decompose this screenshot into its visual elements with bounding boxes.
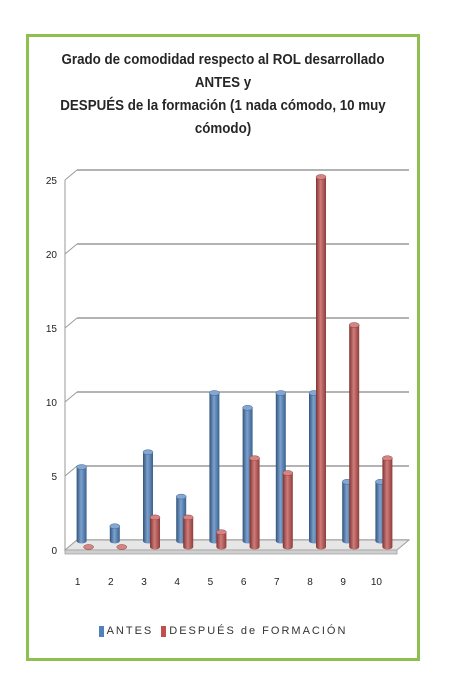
y-tick-label: 0 bbox=[51, 546, 57, 557]
chart-title-line-2: DESPUÉS de la formación (1 nada cómodo, … bbox=[60, 98, 386, 137]
gridline-depth bbox=[64, 391, 78, 403]
x-tick-label: 3 bbox=[141, 577, 147, 588]
bar-antes-7-top bbox=[275, 390, 287, 396]
legend-label: ANTES bbox=[106, 625, 154, 637]
chart-floor-edge bbox=[64, 549, 398, 555]
bar-despues-6-top bbox=[249, 455, 260, 461]
chart-frame: Grado de comodidad respecto al ROL desar… bbox=[26, 34, 420, 661]
bar-antes-2-top bbox=[109, 523, 121, 529]
bar-despues-5 bbox=[216, 532, 227, 550]
x-tick-label: 4 bbox=[174, 577, 180, 588]
chart-title-line-1: Grado de comodidad respecto al ROL desar… bbox=[61, 52, 385, 91]
x-tick-label: 5 bbox=[208, 577, 214, 588]
x-tick-label: 2 bbox=[108, 577, 114, 588]
gridline-depth bbox=[64, 169, 78, 181]
bar-despues-8 bbox=[316, 177, 326, 550]
bar-despues-2-top bbox=[116, 544, 128, 550]
bar-despues-10 bbox=[382, 458, 393, 550]
bar-antes-6-top bbox=[242, 405, 253, 411]
bar-antes-1-top bbox=[76, 464, 87, 470]
bar-despues-9 bbox=[349, 325, 360, 550]
legend-item: ANTES bbox=[98, 625, 154, 637]
bar-antes-1 bbox=[76, 467, 87, 544]
gridline-depth bbox=[64, 243, 78, 255]
bar-antes-3-top bbox=[142, 449, 154, 455]
y-tick-label: 15 bbox=[46, 324, 58, 335]
x-tick-label: 10 bbox=[371, 577, 383, 588]
x-tick-label: 9 bbox=[340, 577, 346, 588]
y-tick-label: 5 bbox=[51, 472, 57, 483]
bar-despues-5-top bbox=[216, 529, 227, 535]
bar-despues-1-top bbox=[83, 544, 94, 550]
bar-antes-5-top bbox=[209, 390, 220, 396]
bar-chart: 0 5 10 15 20 25 1 2 3 4 5 6 7 8 9 10 bbox=[46, 169, 411, 588]
bar-despues-10-top bbox=[382, 455, 393, 461]
x-tick-label: 7 bbox=[274, 577, 280, 588]
bar-despues-6 bbox=[249, 458, 260, 550]
x-tick-label: 8 bbox=[307, 577, 313, 588]
bar-despues-4-top bbox=[182, 514, 194, 521]
bar-despues-7 bbox=[282, 473, 293, 550]
bar-despues-3 bbox=[150, 517, 160, 550]
y-tick-label: 25 bbox=[46, 176, 58, 187]
bar-despues-9-top bbox=[348, 322, 360, 328]
legend-swatch bbox=[98, 625, 104, 637]
bar-antes-4-top bbox=[175, 493, 187, 500]
y-tick-label: 10 bbox=[46, 398, 58, 409]
x-tick-label: 6 bbox=[241, 577, 247, 588]
y-tick-label: 20 bbox=[46, 250, 58, 261]
gridline-depth bbox=[64, 465, 78, 477]
bar-antes-5 bbox=[209, 393, 220, 544]
legend-label: DESPUÉS de FORMACIÓN bbox=[169, 625, 348, 637]
chart-legend: ANTES DESPUÉS de FORMACIÓN bbox=[29, 625, 417, 640]
chart-title: Grado de comodidad respecto al ROL desar… bbox=[45, 49, 402, 141]
bar-antes-2 bbox=[109, 526, 120, 544]
bar-despues-4 bbox=[183, 517, 194, 550]
legend-swatch bbox=[161, 625, 167, 637]
x-tick-label: 1 bbox=[75, 577, 81, 588]
bar-despues-7-top bbox=[282, 470, 294, 476]
bar-despues-3-top bbox=[149, 514, 161, 521]
bar-despues-8-top bbox=[315, 174, 327, 180]
legend-item: DESPUÉS de FORMACIÓN bbox=[161, 625, 347, 637]
gridline-depth bbox=[64, 317, 78, 329]
